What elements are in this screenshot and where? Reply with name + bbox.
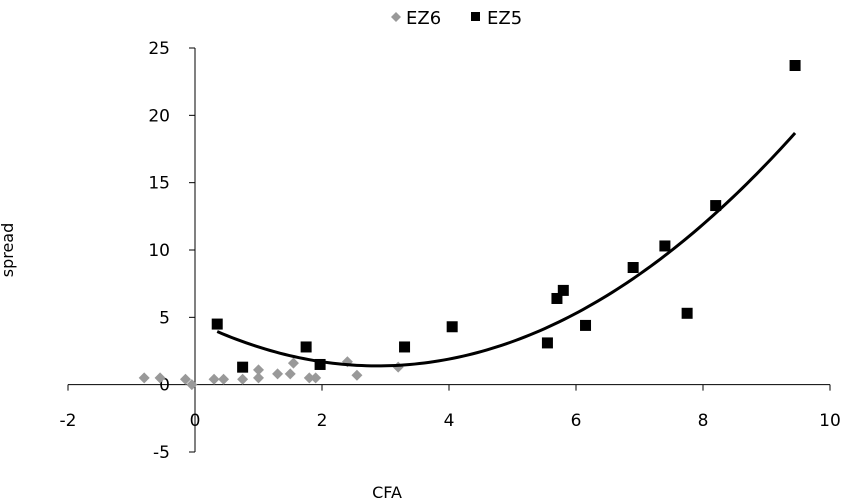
- data-point-ez6: [284, 368, 296, 380]
- x-axis: -2 0 2 4 6 8 10: [60, 384, 841, 431]
- data-point-ez5: [710, 200, 722, 212]
- trendline-ez5: [216, 132, 797, 368]
- y-tick-label: -5: [153, 443, 170, 463]
- x-axis-title: CFA: [372, 483, 402, 502]
- legend-label-ez6: EZ6: [406, 8, 441, 29]
- legend-marker-ez5: [471, 12, 480, 21]
- data-point-ez5: [211, 318, 223, 330]
- legend-marker-ez6: [391, 12, 401, 22]
- data-point-ez5: [551, 292, 563, 304]
- y-tick-label: 5: [159, 308, 170, 328]
- data-point-ez5: [681, 307, 693, 319]
- data-point-ez6: [310, 372, 322, 384]
- data-point-ez6: [186, 379, 198, 391]
- data-point-ez5: [399, 341, 411, 353]
- data-point-ez6: [218, 373, 230, 385]
- data-point-ez5: [789, 60, 801, 72]
- legend: EZ6 EZ5: [391, 8, 522, 29]
- data-point-ez5: [659, 240, 671, 252]
- data-point-ez6: [179, 373, 191, 385]
- data-point-ez5: [300, 341, 312, 353]
- y-tick-label: 10: [148, 241, 170, 261]
- data-point-ez6: [208, 373, 220, 385]
- y-axis-title: spread: [0, 223, 17, 278]
- x-tick-label: 4: [444, 411, 455, 431]
- data-point-ez6: [253, 364, 264, 376]
- y-tick-label: 15: [148, 174, 170, 194]
- data-point-ez6: [287, 357, 299, 369]
- data-point-ez6: [154, 372, 166, 384]
- data-point-ez5: [557, 284, 569, 296]
- legend-label-ez5: EZ5: [487, 8, 522, 29]
- data-point-ez6: [351, 369, 363, 381]
- data-point-ez6: [253, 372, 264, 384]
- data-point-ez5: [541, 337, 553, 349]
- data-point-ez5: [580, 319, 592, 331]
- data-point-ez5: [446, 321, 458, 333]
- data-point-ez5: [237, 361, 249, 373]
- data-point-ez6: [272, 368, 284, 380]
- y-tick-label: 0: [159, 376, 170, 396]
- x-tick-label: 6: [571, 411, 582, 431]
- ez5-points: [211, 60, 801, 373]
- data-point-ez5: [627, 262, 639, 274]
- data-point-ez5: [314, 358, 326, 370]
- x-tick-label: 2: [317, 411, 328, 431]
- data-point-ez6: [138, 372, 150, 384]
- data-point-ez6: [303, 372, 315, 384]
- x-tick-label: 8: [698, 411, 709, 431]
- y-tick-label: 20: [148, 106, 170, 126]
- data-point-ez6: [237, 373, 249, 385]
- x-tick-label: 10: [819, 411, 841, 431]
- x-tick-label: -2: [60, 411, 77, 431]
- ez6-points: [138, 356, 404, 391]
- y-axis: -5 0 5 10 15 20 25: [148, 39, 196, 463]
- data-point-ez6: [392, 361, 404, 373]
- y-tick-label: 25: [148, 39, 170, 59]
